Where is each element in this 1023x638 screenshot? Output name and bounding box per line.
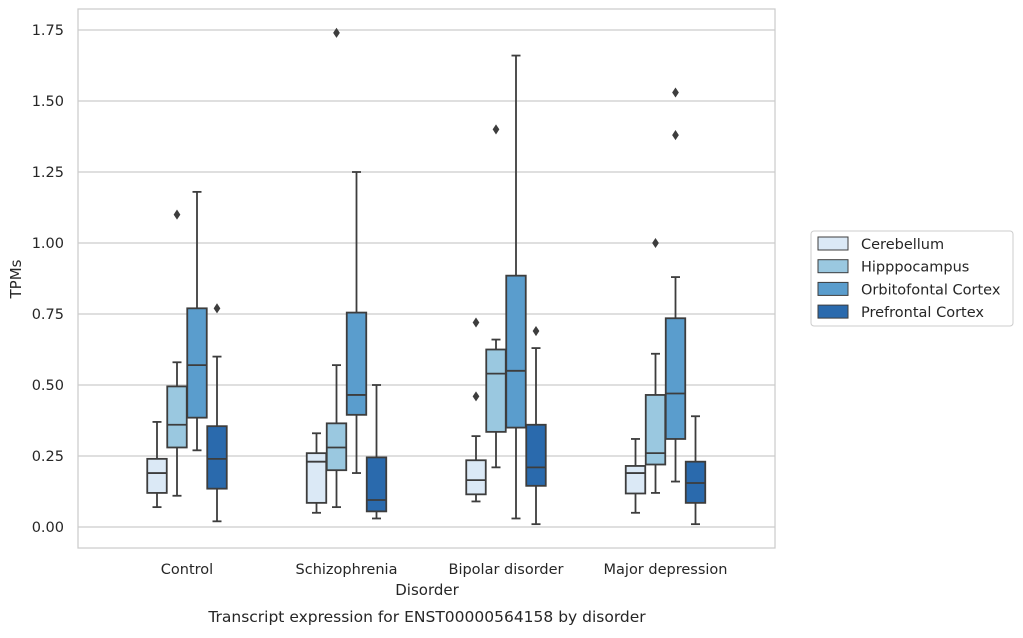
legend-swatch bbox=[817, 236, 849, 251]
box-group bbox=[624, 438, 647, 514]
box-group bbox=[325, 27, 348, 509]
box-iqr bbox=[525, 423, 547, 487]
plot-area-background bbox=[78, 9, 775, 548]
box-iqr bbox=[345, 311, 368, 416]
box-iqr bbox=[206, 425, 228, 490]
outlier-point bbox=[652, 237, 659, 249]
box-group bbox=[365, 384, 388, 520]
box-iqr bbox=[365, 456, 388, 513]
legend-label: Orbitofontal Cortex bbox=[861, 282, 1001, 298]
box-iqr bbox=[485, 348, 507, 433]
x-tick-label: Bipolar disorder bbox=[449, 562, 564, 578]
y-tick-label: 1.00 bbox=[32, 236, 64, 252]
x-tick-label: Major depression bbox=[604, 562, 728, 578]
box-group bbox=[186, 190, 208, 452]
legend: Cerebellum Hipppocampus Orbitofontal Corte… bbox=[810, 230, 1014, 327]
legend-label: Hipppocampus bbox=[861, 260, 969, 276]
y-axis-label: TPMs bbox=[7, 259, 25, 299]
x-tick-labels: Control Schizophrenia Bipolar disorder Majo… bbox=[161, 562, 728, 578]
legend-label: Cerebellum bbox=[861, 237, 944, 253]
legend-frame bbox=[810, 230, 1014, 327]
box-group bbox=[206, 303, 228, 523]
box-iqr bbox=[305, 452, 328, 504]
y-tick-label: 1.50 bbox=[32, 94, 64, 110]
y-tick-label: 0.50 bbox=[32, 378, 64, 394]
box-iqr bbox=[505, 274, 527, 429]
legend-swatch bbox=[817, 281, 849, 296]
box-group bbox=[345, 171, 368, 474]
y-tick-labels: 0.00 0.25 0.50 0.75 1.00 1.25 1.50 1.75 bbox=[32, 23, 64, 536]
box-group bbox=[146, 421, 168, 509]
boxes bbox=[146, 27, 707, 526]
legend-swatch bbox=[817, 304, 849, 319]
x-axis-label: Disorder bbox=[395, 581, 459, 599]
box-group bbox=[305, 432, 328, 514]
box-group bbox=[485, 124, 507, 469]
box-iqr bbox=[644, 394, 667, 466]
box-iqr bbox=[146, 457, 168, 494]
y-tick-label: 1.25 bbox=[32, 165, 64, 181]
box-iqr bbox=[186, 307, 208, 419]
outlier-point bbox=[532, 326, 540, 337]
y-tick-label: 1.75 bbox=[32, 23, 64, 39]
y-tick-label: 0.25 bbox=[32, 449, 64, 465]
box-group bbox=[166, 209, 188, 497]
y-tick-label: 0.00 bbox=[32, 520, 64, 536]
plot-area-border bbox=[77, 8, 776, 549]
legend-swatch bbox=[817, 259, 849, 274]
x-tick-label: Schizophrenia bbox=[296, 562, 398, 578]
chart-caption: Transcript expression for ENST0000056415… bbox=[207, 608, 646, 626]
outlier-point bbox=[213, 303, 221, 314]
outlier-point bbox=[672, 130, 679, 141]
outlier-point bbox=[492, 124, 500, 135]
outlier-point bbox=[672, 87, 679, 98]
x-tick-label: Control bbox=[161, 562, 213, 578]
legend-label: Prefrontal Cortex bbox=[861, 305, 984, 321]
outlier-point bbox=[333, 27, 340, 38]
box-group bbox=[684, 415, 707, 526]
box-group bbox=[465, 317, 487, 503]
box-iqr bbox=[465, 459, 487, 496]
outlier-point bbox=[173, 209, 181, 220]
box-group bbox=[664, 87, 687, 483]
outlier-point bbox=[472, 317, 480, 328]
box-group bbox=[505, 54, 527, 520]
outlier-point bbox=[472, 391, 480, 402]
box-iqr bbox=[624, 465, 647, 495]
y-tick-label: 0.75 bbox=[32, 307, 64, 323]
box-iqr bbox=[664, 317, 687, 440]
box-group bbox=[525, 326, 547, 526]
box-iqr bbox=[166, 385, 188, 449]
